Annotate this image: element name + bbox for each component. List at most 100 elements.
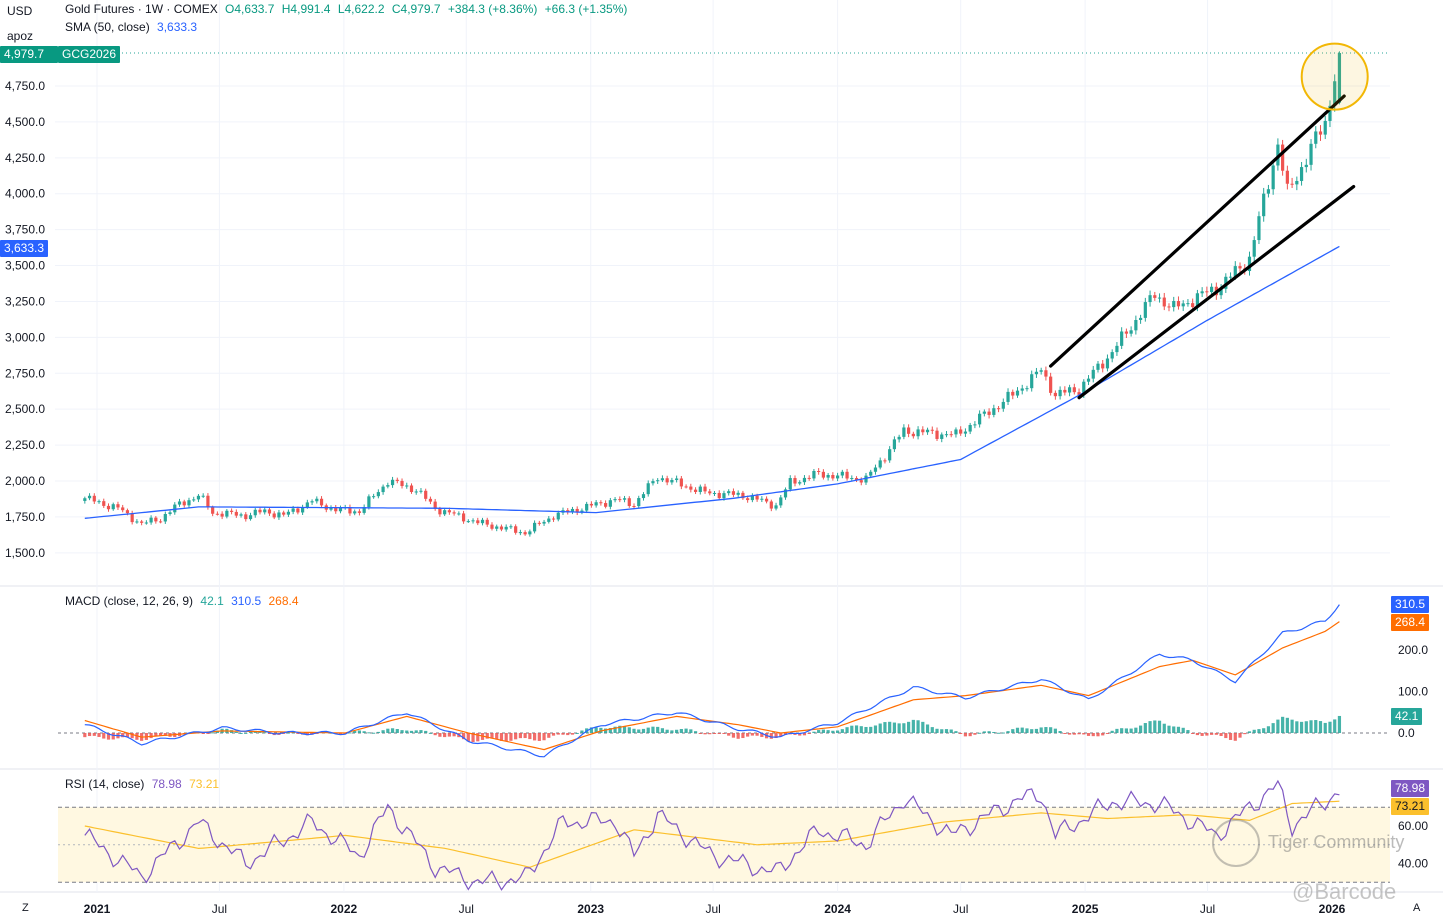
macd-histogram-bar (291, 732, 295, 734)
candle-body (594, 502, 598, 506)
macd-histogram-bar (978, 732, 982, 734)
candle-body (211, 507, 215, 514)
macd-histogram-bar (864, 726, 868, 733)
macd-histogram-bar (409, 730, 414, 733)
macd-histogram-bar (698, 733, 702, 734)
macd-histogram-bar (92, 733, 96, 736)
candle-body (177, 501, 182, 505)
sma-price-tag: 3,633.3 (0, 240, 49, 257)
macd-histogram-bar (83, 733, 87, 738)
time-tick-label: 2025 (1072, 902, 1099, 916)
ohlc-extra: +66.3 (+1.35%) (544, 2, 628, 16)
macd-histogram-bar (1323, 722, 1327, 733)
candle-body (1129, 330, 1133, 334)
macd-histogram-bar (504, 733, 508, 742)
channel-trendline[interactable] (1077, 184, 1356, 400)
macd-legend[interactable]: MACD (close, 12, 26, 9) 42.1 310.5 268.4 (65, 594, 303, 608)
price-tick-label: 3,750.0 (5, 223, 45, 237)
candle-body (892, 439, 897, 450)
macd-histogram-bar (87, 733, 92, 737)
macd-histogram-bar (660, 728, 665, 733)
macd-histogram-bar (102, 733, 106, 739)
macd-histogram-bar (769, 733, 773, 739)
candle-body (604, 503, 608, 507)
candle-body (286, 511, 291, 515)
macd-histogram-bar (930, 727, 934, 733)
candle-body (514, 526, 518, 533)
macd-legend-macd: 310.5 (231, 594, 262, 608)
candle-body (580, 510, 584, 513)
macd-histogram-bar (1271, 723, 1275, 733)
macd-histogram-bar (372, 732, 376, 734)
candle-body (675, 478, 679, 480)
macd-tag: 310.5 (1391, 596, 1430, 613)
candle-body (348, 507, 352, 514)
candle-body (982, 411, 986, 414)
macd-histogram-bar (282, 733, 286, 734)
candle-body (1290, 183, 1294, 185)
macd-histogram-bar (613, 726, 617, 733)
macd-histogram-bar (1333, 719, 1337, 733)
candle-body (135, 521, 139, 523)
auto-scale-corner[interactable]: A (1413, 902, 1421, 914)
macd-histogram-bar (1138, 725, 1143, 733)
candle-body (1077, 392, 1081, 395)
macd-histogram-bar (1224, 733, 1228, 739)
macd-histogram-bar (1025, 728, 1029, 733)
macd-histogram-bar (973, 733, 977, 735)
macd-histogram-bar (741, 733, 745, 739)
time-tick-label: Jul (459, 902, 474, 916)
candle-body (760, 498, 764, 500)
macd-histogram-bar (1290, 719, 1294, 733)
candle-body (405, 485, 409, 487)
candle-body (1181, 303, 1185, 307)
candle-body (466, 521, 470, 523)
rsi-legend[interactable]: RSI (14, close) 78.98 73.21 (65, 777, 223, 791)
price-tick-label: 2,750.0 (5, 366, 45, 380)
macd-histogram-bar (992, 731, 996, 733)
macd-line (84, 604, 1340, 758)
macd-histogram-bar (518, 733, 522, 739)
candle-body (1309, 143, 1313, 165)
macd-histogram-bar (1299, 721, 1304, 733)
macd-histogram-bar (1205, 733, 1209, 736)
candle-body (1053, 392, 1057, 397)
highlight-circle[interactable] (1300, 42, 1369, 111)
candle-body (1224, 276, 1228, 289)
channel-trendline[interactable] (1049, 94, 1346, 368)
macd-histogram-bar (154, 733, 158, 737)
candle-body (935, 430, 939, 439)
symbol-title[interactable]: Gold Futures · 1W · COMEX (65, 2, 218, 16)
macd-histogram-bar (315, 733, 319, 734)
timezone-corner[interactable]: Z (22, 902, 29, 914)
candle-body (447, 510, 451, 513)
candle-body (1096, 363, 1100, 370)
candle-body (523, 532, 527, 535)
macd-histogram-bar (1096, 733, 1100, 737)
macd-histogram-bar (367, 732, 371, 734)
candle-body (1285, 170, 1289, 184)
macd-histogram-bar (1167, 725, 1171, 733)
candle-body (372, 496, 376, 498)
macd-histogram-bar (499, 733, 504, 741)
candle-body (746, 498, 750, 501)
macd-histogram-bar (1049, 727, 1053, 733)
candle-body (679, 478, 683, 487)
macd-histogram-bar (622, 725, 627, 733)
candle-body (1304, 164, 1308, 168)
candle-body (1162, 297, 1166, 307)
candle-body (570, 508, 575, 513)
macd-histogram-bar (163, 733, 167, 736)
macd-histogram-bar (902, 723, 906, 733)
sma-legend[interactable]: SMA (50, close) 3,633.3 (65, 20, 201, 34)
candle-body (149, 517, 153, 523)
symbol-legend[interactable]: Gold Futures · 1W · COMEX O4,633.7 H4,99… (65, 2, 631, 16)
macd-histogram-bar (1067, 733, 1072, 735)
candle-body (248, 515, 253, 520)
candle-body (731, 491, 736, 495)
macd-histogram-bar (675, 729, 679, 733)
time-tick-label: 2021 (84, 902, 111, 916)
candle-body (1134, 319, 1138, 331)
candle-body (1176, 301, 1181, 307)
